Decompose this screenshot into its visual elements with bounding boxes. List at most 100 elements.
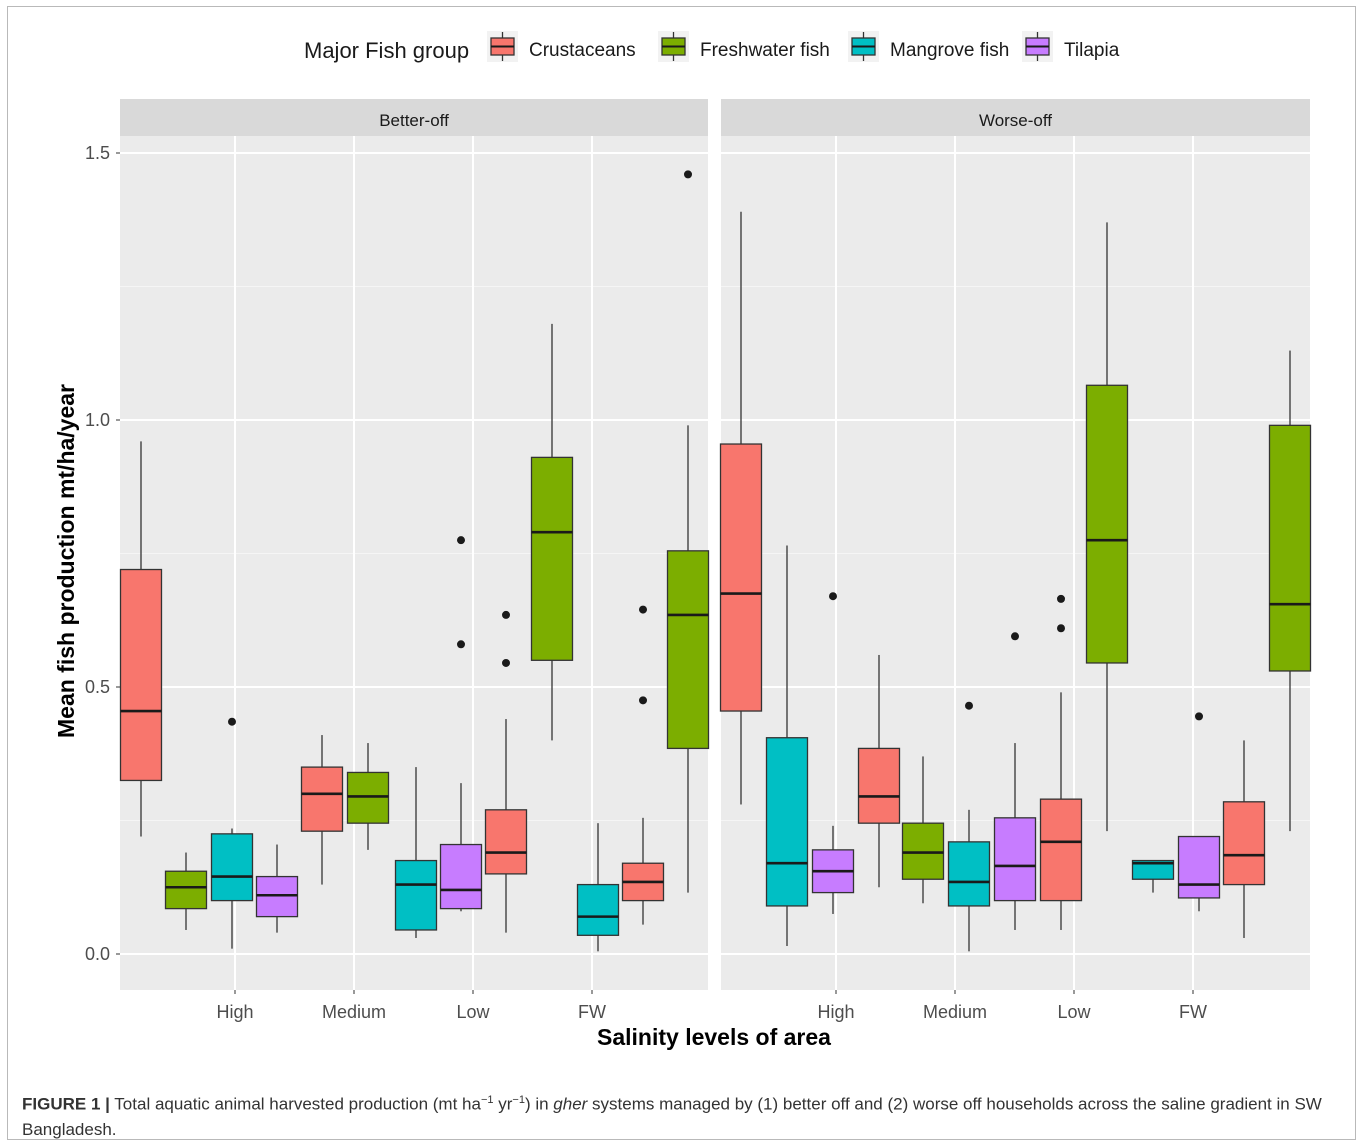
- outlier-point: [639, 696, 647, 705]
- x-tick-label: Medium: [322, 1002, 386, 1022]
- y-tick-label: 0.5: [85, 677, 110, 697]
- box-mangrove-fish: [394, 767, 438, 938]
- box-iqr: [1039, 798, 1083, 902]
- box-crustaceans: [300, 735, 344, 885]
- box-crustaceans: [621, 605, 665, 925]
- x-axis-title: Salinity levels of area: [597, 1024, 831, 1050]
- box-iqr: [576, 883, 620, 936]
- legend-item: Mangrove fish: [848, 31, 1009, 62]
- boxes: [119, 170, 1312, 952]
- box-tilapia: [439, 536, 483, 912]
- box-freshwater-fish: [666, 170, 710, 893]
- box-iqr: [719, 443, 763, 712]
- legend-label: Tilapia: [1064, 40, 1120, 61]
- facet-strip: [120, 99, 708, 136]
- box-freshwater-fish: [1268, 350, 1312, 832]
- box-iqr: [666, 550, 710, 750]
- box-iqr: [857, 747, 901, 824]
- caption-text-1: Total aquatic animal harvested productio…: [109, 1094, 481, 1114]
- box-iqr: [119, 568, 163, 782]
- box-crustaceans: [857, 654, 901, 888]
- box-crustaceans: [484, 610, 528, 933]
- box-tilapia: [993, 632, 1037, 930]
- box-iqr: [210, 833, 254, 902]
- box-freshwater-fish: [346, 743, 390, 850]
- box-tilapia: [1177, 712, 1221, 912]
- y-tick-label: 0.0: [85, 944, 110, 964]
- box-iqr: [765, 737, 809, 907]
- box-crustaceans: [1039, 594, 1083, 930]
- legend-label: Crustaceans: [529, 40, 636, 61]
- box-crustaceans: [1222, 740, 1266, 938]
- box-iqr: [947, 841, 991, 907]
- box-mangrove-fish: [947, 701, 991, 952]
- box-iqr: [300, 766, 344, 832]
- legend-title: Major Fish group: [304, 38, 469, 63]
- figure-caption: FIGURE 1 | Total aquatic animal harveste…: [22, 1088, 1342, 1142]
- box-iqr: [1222, 801, 1266, 886]
- box-iqr: [1131, 859, 1175, 880]
- x-tick-label: High: [817, 1002, 854, 1022]
- box-mangrove-fish: [210, 717, 254, 949]
- outlier-point: [457, 536, 465, 545]
- legend: Major Fish group Crustaceans Freshwater fi…: [304, 31, 1120, 63]
- facet-label: Worse-off: [979, 111, 1052, 130]
- box-mangrove-fish: [1131, 859, 1175, 893]
- x-tick-label: Low: [456, 1002, 490, 1022]
- box-iqr: [1177, 835, 1221, 899]
- box-iqr: [164, 870, 208, 910]
- caption-text-2: yr: [493, 1094, 513, 1114]
- box-iqr: [993, 817, 1037, 902]
- outlier-point: [965, 701, 973, 710]
- y-tick-label: 1.0: [85, 410, 110, 430]
- outlier-point: [502, 658, 510, 667]
- y-tick-label: 1.5: [85, 143, 110, 163]
- legend-label: Mangrove fish: [890, 40, 1009, 61]
- outlier-point: [1195, 712, 1203, 721]
- legend-label: Freshwater fish: [700, 40, 830, 61]
- caption-sup-1: −1: [480, 1094, 494, 1106]
- outlier-point: [228, 717, 236, 726]
- box-tilapia: [811, 592, 855, 914]
- box-mangrove-fish: [576, 823, 620, 952]
- outlier-point: [457, 640, 465, 649]
- caption-text-3: ) in: [524, 1094, 554, 1114]
- y-axis-title: Mean fish production mt/ha/year: [53, 384, 79, 738]
- y-axis: 0.0 0.5 1.0 1.5: [85, 143, 120, 964]
- caption-text-4: systems managed by (1) better off and (2…: [22, 1094, 1322, 1139]
- outlier-point: [502, 610, 510, 619]
- box-mangrove-fish: [765, 545, 809, 946]
- box-iqr: [346, 771, 390, 824]
- box-iqr: [1268, 424, 1312, 672]
- box-iqr: [394, 859, 438, 931]
- box-iqr: [901, 822, 945, 880]
- legend-item: Freshwater fish: [658, 31, 830, 62]
- caption-label: FIGURE 1 |: [22, 1094, 110, 1114]
- x-tick-label: FW: [578, 1002, 606, 1022]
- x-tick-label: Medium: [923, 1002, 987, 1022]
- x-tick-label: FW: [1179, 1002, 1207, 1022]
- outlier-point: [1011, 632, 1019, 641]
- box-iqr: [1085, 384, 1129, 664]
- box-crustaceans: [719, 211, 763, 805]
- outlier-point: [1057, 594, 1065, 603]
- boxplot-chart: Better-off High Medium Low FW Worse-off High Me…: [53, 31, 1312, 1050]
- box-freshwater-fish: [1085, 222, 1129, 832]
- facet-label: Better-off: [379, 111, 449, 130]
- box-iqr: [255, 875, 299, 918]
- box-freshwater-fish: [530, 323, 574, 741]
- legend-item: Tilapia: [1022, 31, 1120, 62]
- figure-frame: [7, 6, 1356, 1140]
- outlier-point: [829, 592, 837, 601]
- box-tilapia: [255, 844, 299, 933]
- caption-sup-2: −1: [512, 1094, 525, 1106]
- box-iqr: [439, 843, 483, 910]
- box-crustaceans: [119, 441, 163, 837]
- outlier-point: [684, 170, 692, 179]
- caption-italic: gher: [553, 1094, 588, 1114]
- panels: Better-off High Medium Low FW Worse-off High Me…: [85, 99, 1312, 1022]
- facet-strip: [721, 99, 1310, 136]
- outlier-point: [1057, 624, 1065, 633]
- box-iqr: [530, 456, 574, 661]
- box-freshwater-fish: [901, 756, 945, 904]
